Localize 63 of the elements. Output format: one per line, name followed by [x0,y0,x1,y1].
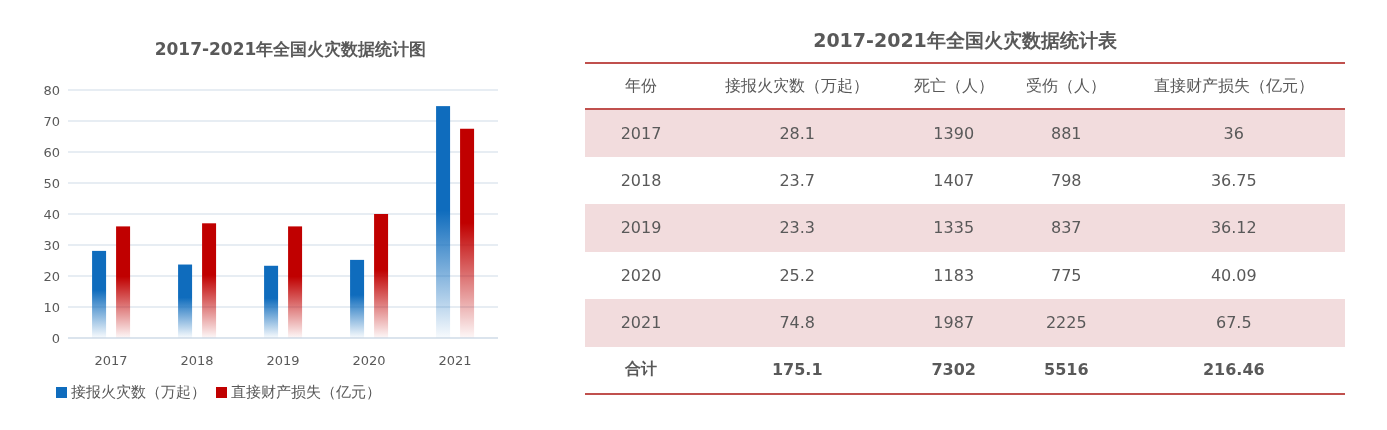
data-label: 7302 [930,359,977,382]
x-tick-label: 直接财产损失（亿元） [1152,74,1315,97]
bar [178,264,193,338]
data-label: 23.7 [778,169,817,192]
data-label: 23.3 [778,217,817,240]
y-tick-label: 40 [43,206,60,222]
bar [264,265,279,338]
chart-title: 2017-2021年全国火灾数据统计图 [153,38,428,61]
x-tick-label: 2021 [438,353,472,369]
legend-label: 直接财产损失（亿元） [231,383,381,401]
data-label: 216.46 [1201,359,1266,382]
data-label: 175.1 [770,359,824,382]
y-tick-label: 30 [43,237,60,253]
x-tick-label: 受伤（人） [1025,74,1108,97]
y-axis-title: 年份 [624,74,658,97]
x-tick-label: 2020 [352,353,386,369]
data-label: 40.09 [1209,264,1258,287]
x-tick-label: 接报火灾数（万起） [724,74,871,97]
x-tick-label: 2018 [180,353,214,369]
y-tick-label: 2020 [619,264,663,287]
data-label: 25.2 [778,264,817,287]
data-label: 67.5 [1214,312,1253,335]
data-label: 775 [1050,264,1083,287]
data-label: 36.12 [1209,217,1258,240]
bar [436,106,451,338]
y-tick-label: 80 [43,82,60,98]
bar [288,226,303,338]
bar [350,259,365,338]
y-tick-label: 20 [43,268,60,284]
bar [460,128,475,338]
y-tick-label: 70 [43,113,60,129]
x-tick-label: 2019 [266,353,300,369]
data-label: 1335 [932,217,976,240]
data-label: 74.8 [778,312,817,335]
y-tick-label: 2019 [619,217,663,240]
y-tick-label: 60 [43,144,60,160]
data-label: 2225 [1044,312,1088,335]
y-tick-label: 合计 [624,358,658,381]
y-tick-label: 2017 [619,122,663,145]
data-label: 5516 [1043,359,1090,382]
data-label: 1390 [932,122,976,145]
data-label: 36 [1222,122,1245,145]
y-tick-label: 0 [51,330,60,346]
data-label: 1407 [932,169,976,192]
chart-title: 2017-2021年全国火灾数据统计表 [812,28,1118,53]
legend-label: 接报火灾数（万起） [71,383,206,401]
y-tick-label: 10 [43,299,60,315]
bar [202,223,217,338]
data-label: 1183 [932,264,976,287]
bar [116,226,131,338]
y-tick-label: 2018 [619,169,663,192]
data-label: 798 [1050,169,1083,192]
data-label: 1987 [932,312,976,335]
x-tick-label: 2017 [94,353,128,369]
y-tick-label: 50 [43,175,60,191]
bar [374,214,389,338]
data-label: 837 [1050,217,1083,240]
data-label: 28.1 [778,122,817,145]
data-label: 36.75 [1209,169,1258,192]
data-label: 881 [1050,122,1083,145]
y-tick-label: 2021 [619,312,663,335]
bar [92,250,107,338]
x-tick-label: 死亡（人） [912,74,995,97]
